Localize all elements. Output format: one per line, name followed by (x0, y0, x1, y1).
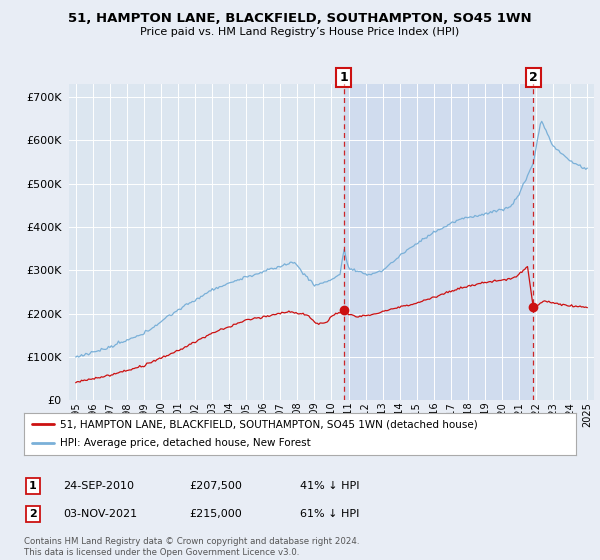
Text: HPI: Average price, detached house, New Forest: HPI: Average price, detached house, New … (60, 438, 311, 449)
Text: 03-NOV-2021: 03-NOV-2021 (63, 509, 137, 519)
Text: 61% ↓ HPI: 61% ↓ HPI (300, 509, 359, 519)
Text: Contains HM Land Registry data © Crown copyright and database right 2024.
This d: Contains HM Land Registry data © Crown c… (24, 537, 359, 557)
Text: 1: 1 (29, 481, 37, 491)
Text: £215,000: £215,000 (189, 509, 242, 519)
Text: 41% ↓ HPI: 41% ↓ HPI (300, 481, 359, 491)
Text: 2: 2 (29, 509, 37, 519)
Text: 24-SEP-2010: 24-SEP-2010 (63, 481, 134, 491)
Text: 51, HAMPTON LANE, BLACKFIELD, SOUTHAMPTON, SO45 1WN: 51, HAMPTON LANE, BLACKFIELD, SOUTHAMPTO… (68, 12, 532, 25)
Text: Price paid vs. HM Land Registry’s House Price Index (HPI): Price paid vs. HM Land Registry’s House … (140, 27, 460, 37)
Text: 51, HAMPTON LANE, BLACKFIELD, SOUTHAMPTON, SO45 1WN (detached house): 51, HAMPTON LANE, BLACKFIELD, SOUTHAMPTO… (60, 419, 478, 429)
Text: 1: 1 (340, 71, 349, 84)
Text: 2: 2 (529, 71, 538, 84)
Bar (344, 84, 533, 400)
Text: £207,500: £207,500 (189, 481, 242, 491)
